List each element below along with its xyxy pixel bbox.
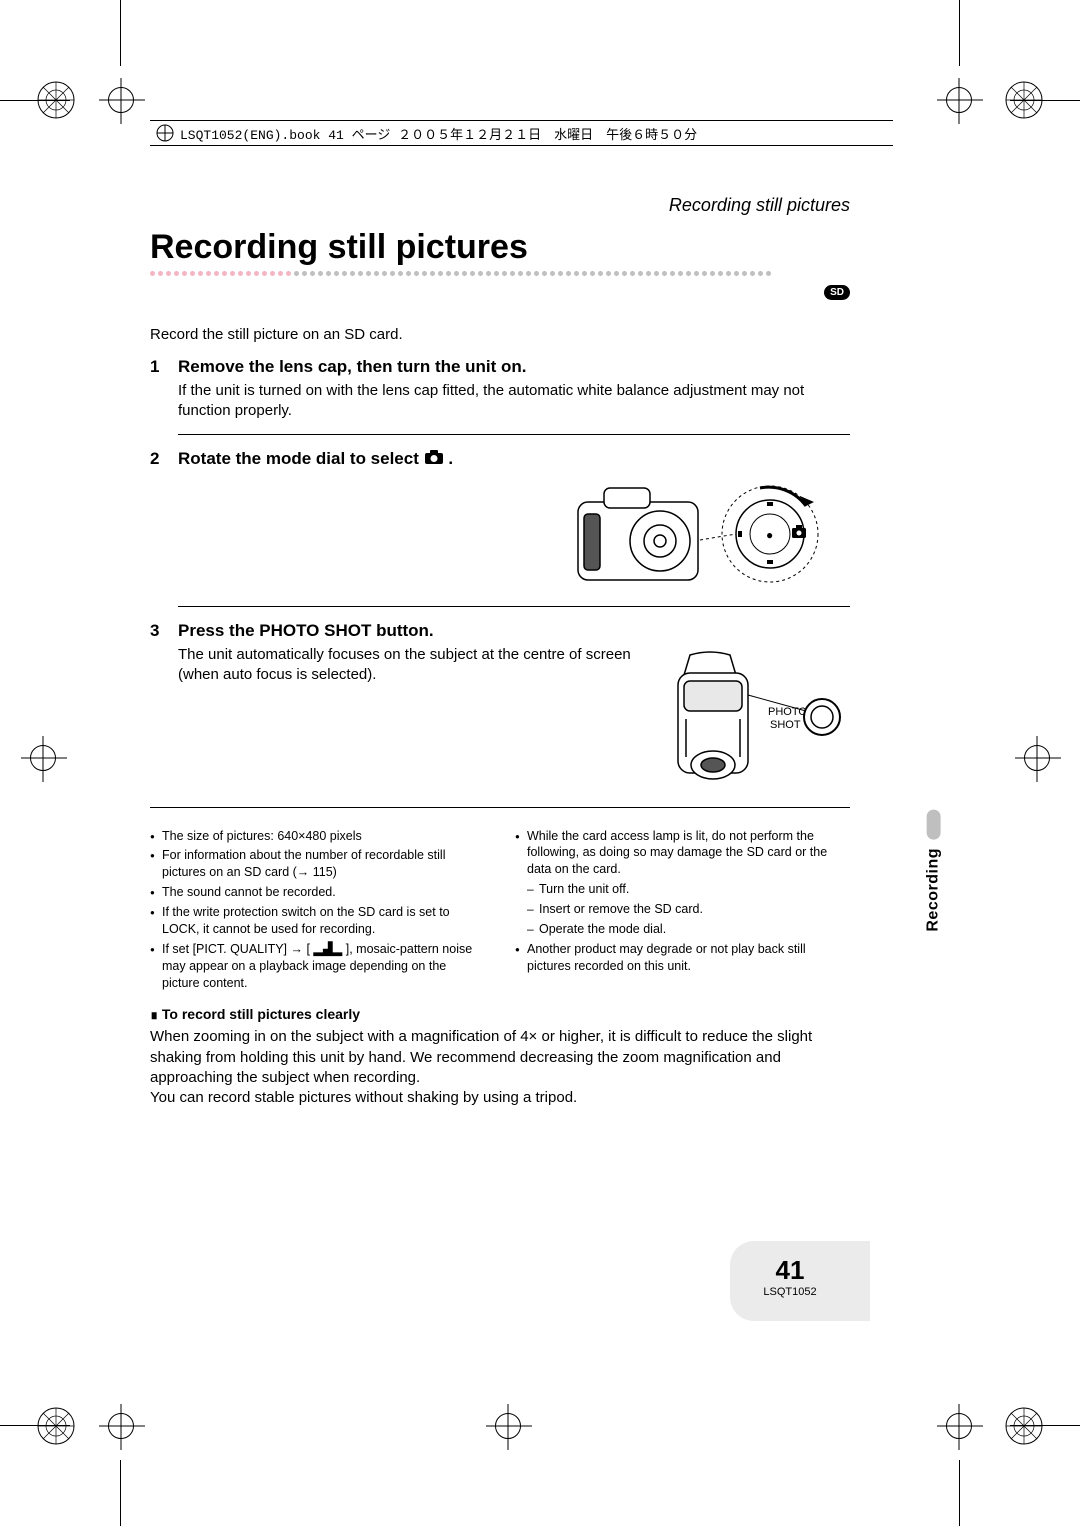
notes-left-column: The size of pictures: 640×480 pixels For … <box>150 828 485 995</box>
step-title: Rotate the mode dial to select . <box>178 449 453 470</box>
intro-text: Record the still picture on an SD card. <box>150 326 850 343</box>
crosshair-icon <box>1024 745 1050 771</box>
crosshair-icon <box>946 87 972 113</box>
step-2: 2 Rotate the mode dial to select . <box>150 449 850 594</box>
regmark-br <box>1004 1406 1044 1446</box>
crop-line <box>120 1460 121 1526</box>
note-item: If set [PICT. QUALITY] → [ ▂▟▂ ], mosaic… <box>150 941 485 992</box>
step-1: 1 Remove the lens cap, then turn the uni… <box>150 357 850 422</box>
note-item: The sound cannot be recorded. <box>150 884 485 901</box>
crop-line <box>0 1425 70 1426</box>
step-3: 3 Press the PHOTO SHOT button. The unit … <box>150 621 850 795</box>
subheading: To record still pictures clearly <box>150 1006 850 1023</box>
page-title: Recording still pictures <box>150 228 850 267</box>
camera-dial-figure: ● <box>570 474 850 594</box>
separator <box>178 434 850 435</box>
crosshair-icon <box>108 1413 134 1439</box>
camera-mode-icon <box>424 449 444 470</box>
crosshair-icon <box>108 87 134 113</box>
paragraph: You can record stable pictures without s… <box>150 1088 850 1108</box>
crop-line <box>959 1460 960 1526</box>
crop-line <box>959 0 960 66</box>
note-item: While the card access lamp is lit, do no… <box>515 828 850 879</box>
crosshair-icon <box>495 1413 521 1439</box>
running-head: Recording still pictures <box>150 195 850 216</box>
side-tab-pill <box>927 810 941 840</box>
photo-shot-figure: PHOTO SHOT <box>660 645 850 795</box>
notes-section: The size of pictures: 640×480 pixels For … <box>150 828 850 995</box>
separator <box>150 807 850 808</box>
crop-line <box>1010 100 1080 101</box>
dot-rule <box>150 271 850 276</box>
step-title: Press the PHOTO SHOT button. <box>178 621 434 641</box>
photo-label: PHOTO <box>768 706 807 718</box>
step-number: 3 <box>150 621 164 641</box>
doc-id: LSQT1052 <box>730 1286 850 1298</box>
note-subitem: Turn the unit off. <box>515 881 850 898</box>
page-number: 41 <box>730 1255 850 1286</box>
crosshair-icon <box>30 745 56 771</box>
crop-line <box>120 0 121 66</box>
step-body: If the unit is turned on with the lens c… <box>178 381 850 422</box>
separator <box>178 606 850 607</box>
crop-line <box>0 100 70 101</box>
print-header: LSQT1052(ENG).book 41 ページ ２００５年１２月２１日 水曜… <box>150 120 893 146</box>
step-title-prefix: Rotate the mode dial to select <box>178 449 424 468</box>
header-text: LSQT1052(ENG).book 41 ページ ２００５年１２月２１日 水曜… <box>180 124 697 143</box>
note-item: For information about the number of reco… <box>150 847 485 881</box>
notes-right-column: While the card access lamp is lit, do no… <box>515 828 850 995</box>
side-tab: Recording <box>925 810 943 932</box>
page-footer: 41 LSQT1052 <box>730 1255 850 1298</box>
note-item: The size of pictures: 640×480 pixels <box>150 828 485 845</box>
sd-badge: SD <box>824 285 850 300</box>
paragraph: When zooming in on the subject with a ma… <box>150 1027 850 1088</box>
crop-line <box>1010 1425 1080 1426</box>
note-item: If the write protection switch on the SD… <box>150 904 485 938</box>
regmark-bl <box>36 1406 76 1446</box>
note-subitem: Operate the mode dial. <box>515 921 850 938</box>
shot-label: SHOT <box>770 719 801 731</box>
page-content: Recording still pictures Recording still… <box>150 195 850 1108</box>
book-icon <box>156 124 174 142</box>
side-tab-label: Recording <box>925 848 943 932</box>
step-body: The unit automatically focuses on the su… <box>178 645 660 686</box>
step-number: 2 <box>150 449 164 469</box>
svg-text:●: ● <box>766 528 773 542</box>
step-number: 1 <box>150 357 164 377</box>
crosshair-icon <box>946 1413 972 1439</box>
step-title-suffix: . <box>448 449 453 468</box>
note-subitem: Insert or remove the SD card. <box>515 901 850 918</box>
note-item: Another product may degrade or not play … <box>515 941 850 975</box>
step-title: Remove the lens cap, then turn the unit … <box>178 357 527 377</box>
